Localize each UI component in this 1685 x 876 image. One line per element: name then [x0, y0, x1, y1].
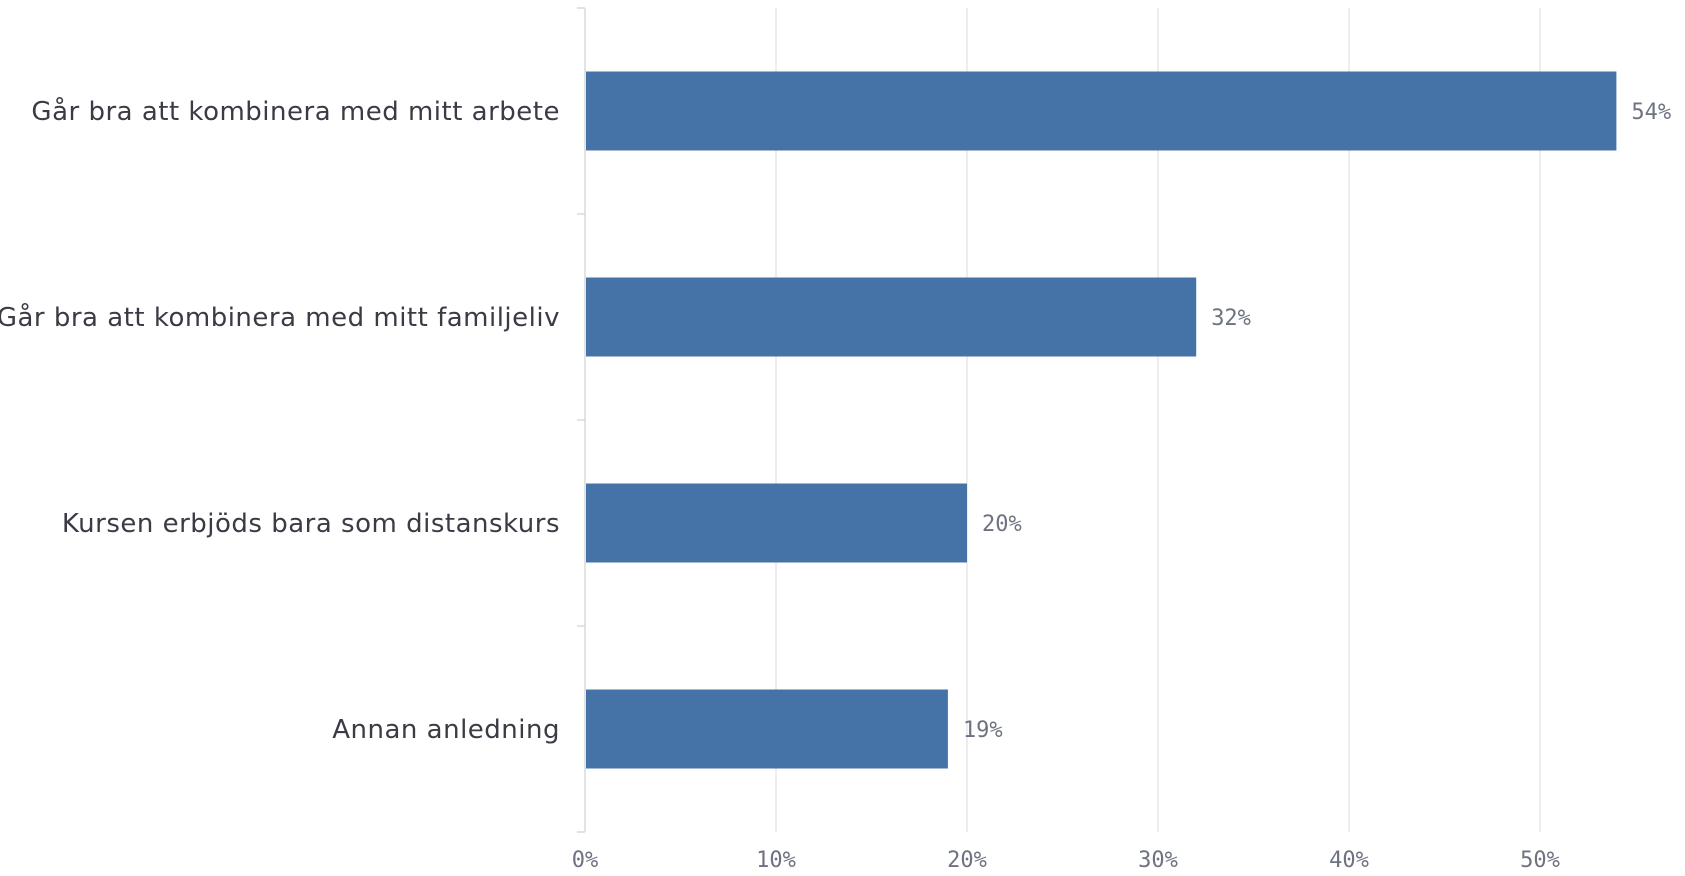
bar [586, 484, 967, 563]
data-label: 32% [1211, 306, 1251, 331]
bar [586, 278, 1196, 357]
data-label: 54% [1631, 100, 1671, 125]
x-tick-label: 0% [572, 848, 599, 873]
bar [586, 72, 1616, 151]
category-label: Annan anledning [332, 715, 560, 745]
data-label: 19% [963, 718, 1003, 743]
bar [586, 690, 948, 769]
x-tick-label: 50% [1520, 848, 1560, 873]
category-label: Går bra att kombinera med mitt arbete [31, 96, 560, 127]
category-label: Kursen erbjöds bara som distanskurs [62, 509, 560, 539]
x-tick-label: 30% [1138, 848, 1178, 873]
data-label: 20% [982, 512, 1022, 537]
category-label: Går bra att kombinera med mitt familjeli… [0, 302, 560, 333]
x-tick-label: 20% [947, 848, 987, 873]
x-tick-label: 40% [1329, 848, 1369, 873]
x-tick-label: 10% [756, 848, 796, 873]
bars [586, 72, 1616, 769]
y-axis [577, 8, 585, 832]
